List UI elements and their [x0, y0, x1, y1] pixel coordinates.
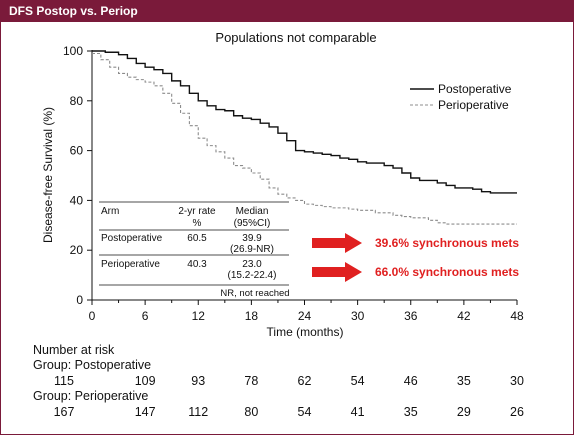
risk-count: 115: [54, 374, 74, 388]
risk-row-perioperative: 167 147 112 80 54 41 35 29 26: [0, 405, 574, 421]
y-tick-label: 0: [76, 293, 83, 307]
risk-count: 62: [297, 374, 312, 388]
slide-title: DFS Postop vs. Periop: [9, 4, 138, 18]
risk-count: 26: [510, 405, 524, 419]
x-tick-label: 42: [457, 309, 471, 323]
y-tick-label: 40: [70, 193, 84, 207]
x-tick-label: 36: [404, 309, 418, 323]
annotation-text-0: 39.6% synchronous mets: [375, 236, 519, 250]
x-tick-label: 30: [351, 309, 365, 323]
x-tick-label: 48: [510, 309, 524, 323]
y-tick-label: 20: [70, 243, 84, 257]
risk-row-postoperative: 115 109 93 78 62 54 46 35 30: [0, 374, 574, 390]
y-tick-label: 80: [70, 94, 84, 108]
table-cell-ci: (15.2-22.4): [228, 270, 277, 281]
risk-count: 112: [188, 405, 209, 419]
curve-postoperative: [92, 50, 517, 194]
table-background: [99, 199, 294, 299]
risk-count: 109: [134, 374, 156, 388]
table-header-1-1: %: [193, 218, 202, 229]
risk-count: 147: [134, 405, 156, 419]
table-cell-arm: Perioperative: [101, 259, 160, 270]
legend-label-postoperative: Postoperative: [438, 82, 512, 96]
table-cell-arm: Postoperative: [101, 233, 163, 244]
table-footnote: NR, not reached: [220, 288, 289, 299]
risk-count: 35: [456, 374, 471, 388]
x-tick-label: 24: [298, 309, 312, 323]
risk-count: 80: [244, 405, 259, 419]
title-bar: DFS Postop vs. Periop: [0, 0, 574, 22]
x-tick-label: 6: [142, 309, 149, 323]
risk-count: 30: [510, 374, 524, 388]
risk-count: 46: [403, 374, 418, 388]
risk-group-label-perioperative: Group: Perioperative: [33, 389, 149, 403]
curve-perioperative: [92, 52, 517, 225]
table-cell-rate: 40.3: [187, 259, 207, 270]
risk-count: 54: [350, 374, 365, 388]
x-tick-label: 0: [89, 309, 96, 323]
x-tick-label: 18: [245, 309, 259, 323]
table-cell-median: 39.9: [242, 233, 262, 244]
table-header-1-0: 2-yr rate: [178, 206, 216, 217]
annotation-arrow-1: [312, 262, 362, 282]
risk-table-title: Number at risk: [33, 343, 115, 357]
risk-count: 35: [403, 405, 418, 419]
plot-title: Populations not comparable: [215, 30, 376, 45]
x-tick-label: 12: [192, 309, 206, 323]
table-header-0-0: Arm: [101, 206, 119, 217]
x-axis-label: Time (months): [267, 325, 344, 339]
y-axis-label: Disease-free Survival (%): [41, 107, 55, 243]
y-tick-label: 100: [63, 44, 83, 58]
table-header-2-0: Median: [236, 206, 269, 217]
risk-group-label-postoperative: Group: Postoperative: [33, 358, 152, 372]
legend-label-perioperative: Perioperative: [438, 98, 509, 112]
table-cell-ci: (26.9-NR): [230, 244, 274, 255]
table-cell-rate: 60.5: [187, 233, 207, 244]
y-tick-label: 60: [70, 144, 84, 158]
risk-count: 29: [456, 405, 471, 419]
risk-count: 41: [350, 405, 365, 419]
annotation-arrow-0: [312, 233, 362, 253]
risk-count: 78: [244, 374, 259, 388]
risk-count: 54: [297, 405, 312, 419]
risk-count: 93: [191, 374, 206, 388]
annotation-text-1: 66.0% synchronous mets: [375, 265, 519, 279]
risk-count: 167: [53, 405, 75, 419]
table-header-2-1: (95%CI): [234, 218, 271, 229]
table-cell-median: 23.0: [242, 259, 262, 270]
